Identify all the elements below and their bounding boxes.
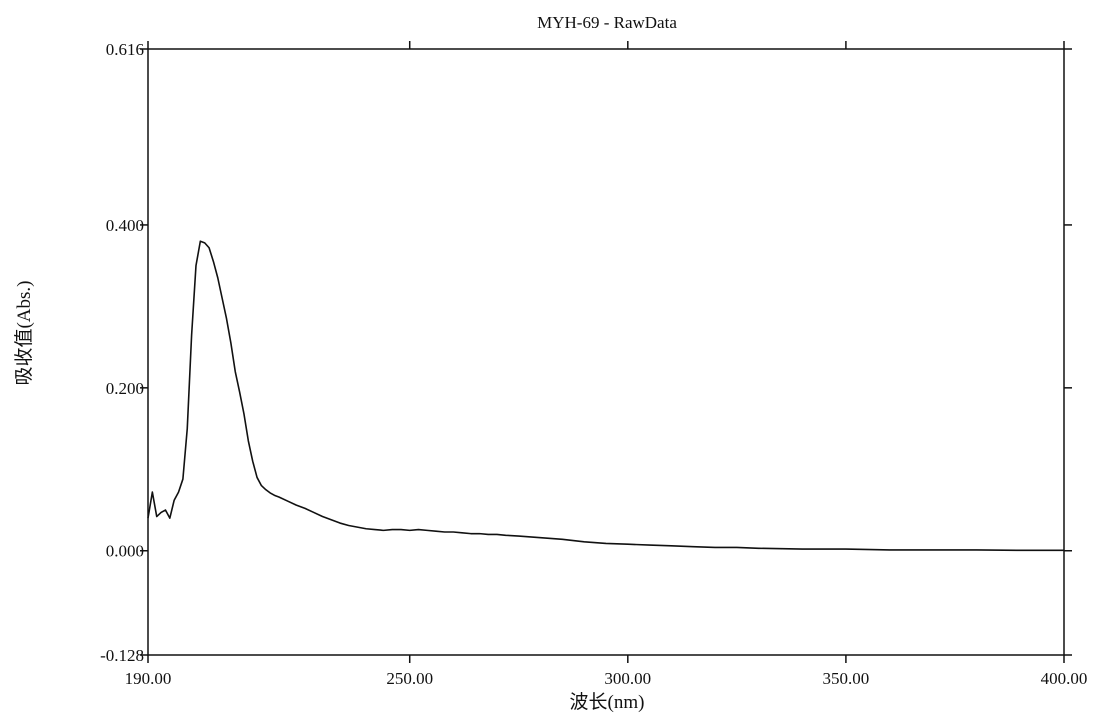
x-axis-title: 波长(nm)	[570, 691, 645, 713]
x-tick-label: 350.00	[823, 669, 870, 688]
y-axis: -0.128 0.000 0.200 0.400 0.616	[100, 40, 1072, 665]
chart-title: MYH-69 - RawData	[537, 13, 677, 32]
y-tick-label: -0.128	[100, 646, 144, 665]
absorbance-line	[147, 240, 1064, 552]
x-axis: 190.00 250.00 300.00 350.00 400.00	[125, 41, 1088, 688]
x-tick-label: 400.00	[1041, 669, 1088, 688]
x-tick-label: 190.00	[125, 669, 172, 688]
x-tick-label: 250.00	[386, 669, 433, 688]
y-tick-label: 0.400	[106, 216, 144, 235]
plot-frame	[147, 48, 1065, 656]
x-tick-label: 300.00	[604, 669, 651, 688]
y-axis-title: 吸收值(Abs.)	[13, 280, 35, 385]
y-tick-label: 0.200	[106, 379, 144, 398]
y-tick-label: 0.616	[106, 40, 144, 59]
y-tick-label: 0.000	[106, 542, 144, 561]
